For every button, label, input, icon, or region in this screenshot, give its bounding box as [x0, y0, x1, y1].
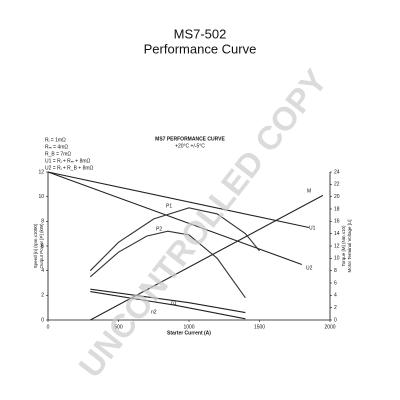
y2-tick-label: 4	[334, 293, 337, 299]
series-line	[90, 194, 324, 321]
x-axis-label: Starter Current (A)	[167, 330, 211, 336]
y2-axis-label: Motor Terminal Voltage [U]	[347, 220, 352, 273]
title: MS7-502	[174, 26, 227, 41]
y-tick-label: 10	[38, 194, 44, 200]
y-tick-label: 6	[41, 243, 44, 249]
series-label: n1	[171, 300, 177, 306]
y-axis-label: Speed [n] (rpm x1000)	[33, 223, 38, 268]
subtitle: Performance Curve	[144, 41, 257, 56]
y2-axis-label: Torque [M] (Nm x10)	[341, 225, 346, 267]
y-axis-label: Output Power [P] (kW)	[39, 223, 44, 269]
series-label: P1	[166, 203, 172, 209]
x-tick-label: 1000	[183, 324, 194, 330]
chart-title: MS7 PERFORMANCE CURVE	[155, 136, 225, 142]
y2-tick-label: 18	[334, 206, 340, 212]
y-tick-label: 8	[41, 219, 44, 225]
note: Rₘ = 4mΩ	[45, 144, 68, 150]
y2-tick-label: 14	[334, 231, 340, 237]
series-line	[90, 288, 246, 314]
x-tick-label: 2000	[324, 324, 335, 330]
series-line	[90, 291, 246, 320]
y2-tick-label: 2	[334, 305, 337, 311]
y2-tick-label: 8	[334, 268, 337, 274]
note: Rᵢ = 1mΩ	[45, 137, 66, 143]
note: U1 = Rᵢ + Rₘ + 8mΩ	[45, 158, 91, 164]
y2-tick-label: 0	[334, 317, 337, 323]
y-tick-label: 4	[41, 268, 44, 274]
y2-tick-label: 24	[334, 169, 340, 175]
series-label: U1	[309, 225, 316, 231]
x-tick-label: 500	[114, 324, 123, 330]
note: R_B = 7mΩ	[45, 151, 71, 157]
y2-tick-label: 6	[334, 280, 337, 286]
series-label: U2	[306, 265, 313, 271]
series-label: M	[307, 188, 311, 194]
x-tick-label: 0	[47, 324, 50, 330]
y-tick-label: 2	[41, 293, 44, 299]
y2-tick-label: 22	[334, 182, 340, 188]
y-tick-label: 12	[38, 169, 44, 175]
series-line	[47, 171, 302, 266]
y2-tick-label: 16	[334, 219, 340, 225]
series-line	[47, 171, 310, 229]
chart-subtitle: +20°C +/-5°C	[175, 143, 205, 149]
series-label: P2	[156, 226, 162, 232]
series-label: n2	[151, 309, 157, 315]
series-line	[89, 207, 260, 272]
note: U2 = Rᵢ + R_B + 8mΩ	[45, 165, 94, 171]
series-line	[89, 230, 246, 299]
x-tick-label: 1500	[254, 324, 265, 330]
y2-tick-label: 20	[334, 194, 340, 200]
y-tick-label: 0	[41, 317, 44, 323]
y2-tick-label: 10	[334, 256, 340, 262]
y2-tick-label: 12	[334, 243, 340, 249]
